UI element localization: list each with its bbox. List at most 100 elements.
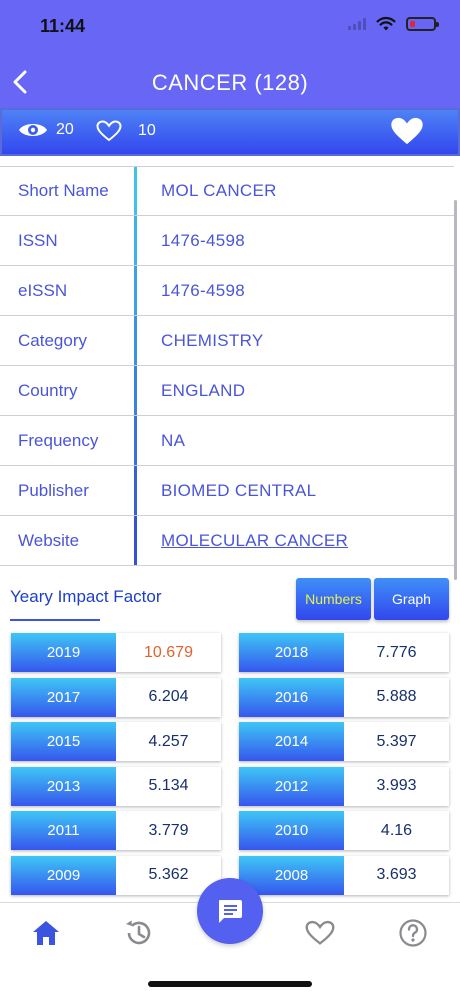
likes-stat: 10	[96, 120, 156, 142]
home-indicator	[148, 981, 312, 987]
info-value: ENGLAND	[161, 380, 246, 400]
impact-value: 3.779	[148, 821, 189, 839]
chat-button[interactable]	[197, 878, 263, 944]
signal-icon	[348, 18, 366, 30]
info-separator	[134, 316, 137, 365]
impact-year: 2013	[11, 766, 116, 806]
help-icon	[399, 919, 427, 947]
tab-favorites[interactable]	[304, 917, 336, 949]
chevron-left-icon	[13, 70, 27, 94]
likes-count: 10	[138, 122, 156, 139]
info-label: eISSN	[18, 280, 68, 300]
info-row: Publisher BIOMED CENTRAL	[0, 466, 454, 516]
impact-value: 5.134	[148, 777, 189, 794]
info-separator	[134, 416, 137, 465]
info-row: ISSN 1476-4598	[0, 216, 454, 266]
numbers-toggle-button[interactable]: Numbers	[296, 578, 371, 620]
info-label: Short Name	[18, 181, 109, 200]
heart-outline-icon	[96, 120, 122, 142]
info-label: Country	[18, 380, 78, 400]
info-row: Short Name MOL CANCER	[0, 166, 454, 216]
stats-bar: 20 10	[0, 108, 460, 156]
info-value: NA	[161, 430, 186, 450]
back-button[interactable]	[8, 66, 32, 98]
impact-year: 2019	[11, 633, 116, 672]
impact-year: 2017	[11, 677, 116, 717]
info-value: MOL CANCER	[161, 181, 277, 200]
info-row: Website MOLECULAR CANCER	[0, 516, 454, 566]
impact-year: 2009	[11, 855, 116, 895]
info-value: 1476-4598	[161, 280, 245, 300]
info-separator	[134, 266, 137, 315]
impact-factor-cell: 2009 5.362	[11, 855, 221, 895]
impact-year: 2011	[11, 811, 116, 850]
impact-value: 5.362	[148, 866, 189, 883]
impact-factor-cell: 2014 5.397	[239, 722, 449, 761]
impact-year: 2014	[239, 722, 344, 761]
impact-year: 2018	[239, 633, 344, 672]
impact-factor-cell: 2013 5.134	[11, 766, 221, 806]
impact-value: 6.204	[148, 688, 189, 705]
info-separator	[134, 466, 137, 515]
history-icon	[126, 920, 151, 945]
impact-value: 5.397	[376, 732, 417, 750]
impact-value: 10.679	[144, 643, 193, 661]
info-separator	[134, 366, 137, 415]
info-row: Country ENGLAND	[0, 366, 454, 416]
wifi-icon	[376, 16, 396, 31]
views-stat: 20	[18, 120, 74, 140]
info-row: Frequency NA	[0, 416, 454, 466]
impact-value: 7.776	[376, 643, 417, 661]
impact-factor-cell: 2011 3.779	[11, 811, 221, 850]
chat-icon	[219, 900, 242, 923]
info-value: BIOMED CENTRAL	[161, 480, 317, 500]
impact-value: 3.993	[376, 777, 417, 794]
info-label: Category	[18, 330, 87, 350]
app-header: 11:44 CANCER (128)	[0, 0, 460, 108]
impact-factor-cell: 2012 3.993	[239, 766, 449, 806]
impact-year: 2008	[239, 855, 344, 895]
scrollbar[interactable]	[454, 200, 457, 580]
journal-info-table: Short Name MOL CANCER ISSN 1476-4598 eISSN 14…	[0, 166, 454, 566]
heart-filled-icon	[391, 117, 423, 145]
home-icon	[33, 921, 59, 945]
impact-value: 3.693	[376, 866, 417, 883]
info-value: 1476-4598	[161, 230, 245, 250]
info-separator	[134, 167, 137, 215]
impact-value: 4.257	[148, 732, 189, 750]
tab-home[interactable]	[30, 917, 62, 949]
views-count: 20	[56, 121, 74, 138]
tab-history[interactable]	[122, 917, 154, 949]
impact-factor-cell: 2008 3.693	[239, 855, 449, 895]
tab-help[interactable]	[397, 917, 429, 949]
graph-toggle-button[interactable]: Graph	[374, 578, 449, 620]
info-separator	[134, 216, 137, 265]
impact-year: 2012	[239, 766, 344, 806]
impact-value: 5.888	[376, 688, 417, 705]
page-title: CANCER (128)	[151, 70, 309, 95]
info-label: Publisher	[18, 480, 89, 500]
eye-icon	[19, 124, 47, 136]
website-link[interactable]: MOLECULAR CANCER	[161, 530, 349, 550]
impact-factor-cell: 2019 10.679	[11, 633, 221, 672]
impact-factor-cell: 2010 4.16	[239, 811, 449, 850]
info-label: ISSN	[18, 230, 58, 250]
info-label: Website	[18, 530, 80, 550]
battery-icon	[406, 17, 439, 31]
info-value: CHEMISTRY	[161, 330, 264, 350]
impact-factor-cell: 2018 7.776	[239, 633, 449, 672]
info-row: eISSN 1476-4598	[0, 266, 454, 316]
info-row: Category CHEMISTRY	[0, 316, 454, 366]
impact-factor-title: Yeary Impact Factor	[10, 587, 162, 606]
impact-year: 2016	[239, 677, 344, 717]
status-time: 11:44	[40, 16, 86, 36]
impact-value: 4.16	[380, 821, 413, 839]
info-separator	[134, 516, 137, 565]
impact-factor-cell: 2016 5.888	[239, 677, 449, 717]
impact-factor-cell: 2015 4.257	[11, 722, 221, 761]
status-icons	[348, 16, 439, 32]
favorite-button[interactable]	[390, 116, 424, 151]
impact-factor-underline	[10, 619, 100, 621]
info-label: Frequency	[18, 430, 99, 450]
impact-year: 2010	[239, 811, 344, 850]
